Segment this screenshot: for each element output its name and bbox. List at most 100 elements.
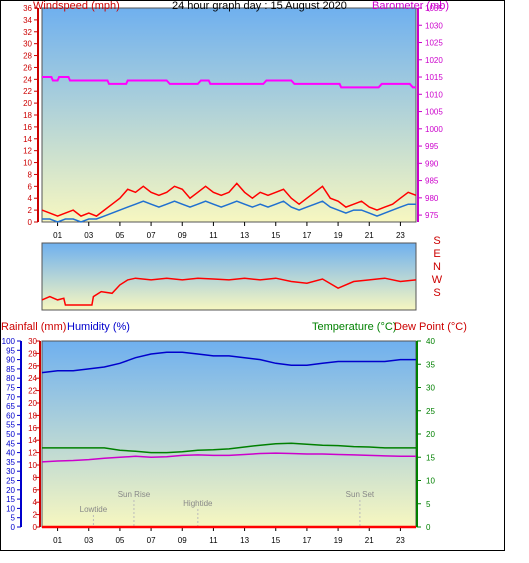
- hour-tick-label: 21: [365, 536, 374, 545]
- windspeed-tick-label: 12: [23, 147, 32, 156]
- temperature-tick-label: 20: [426, 430, 435, 439]
- rainfall-tick-label: 12: [28, 449, 37, 458]
- rainfall-tick-label: 20: [28, 399, 37, 408]
- annotation-label: Sun Set: [346, 490, 375, 499]
- rainfall-tick-label: 0: [33, 523, 38, 532]
- barometer-tick-label: 1020: [425, 56, 443, 65]
- temperature-tick-label: 5: [426, 500, 431, 509]
- humidity-tick-label: 60: [6, 411, 15, 420]
- barometer-tick-label: 985: [425, 177, 439, 186]
- humidity-tick-label: 100: [2, 337, 16, 346]
- hour-tick-label: 01: [53, 231, 62, 240]
- barometer-tick-label: 1010: [425, 90, 443, 99]
- hour-tick-label: 05: [115, 231, 124, 240]
- rainfall-tick-label: 4: [33, 498, 38, 507]
- humidity-tick-label: 85: [6, 365, 15, 374]
- hour-tick-label: 01: [53, 536, 62, 545]
- barometer-tick-label: 1025: [425, 39, 443, 48]
- windspeed-tick-label: 28: [23, 52, 32, 61]
- barometer-tick-label: 1030: [425, 21, 443, 30]
- rainfall-tick-label: 26: [28, 362, 37, 371]
- windspeed-tick-label: 20: [23, 99, 32, 108]
- hour-tick-label: 23: [396, 536, 405, 545]
- rainfall-axis-label: Rainfall (mm): [1, 321, 66, 333]
- direction-tick-label: S: [433, 287, 440, 299]
- humidity-tick-label: 25: [6, 477, 15, 486]
- hour-tick-label: 17: [302, 231, 311, 240]
- barometer-tick-label: 980: [425, 194, 439, 203]
- humidity-tick-label: 90: [6, 356, 15, 365]
- humidity-tick-label: 50: [6, 430, 15, 439]
- hour-tick-label: 19: [334, 536, 343, 545]
- barometer-tick-label: 990: [425, 159, 439, 168]
- hour-tick-label: 15: [271, 536, 280, 545]
- barometer-tick-label: 1005: [425, 108, 443, 117]
- windspeed-tick-label: 16: [23, 123, 32, 132]
- hour-tick-label: 11: [209, 231, 218, 240]
- hour-tick-label: 21: [365, 231, 374, 240]
- dewpoint-axis-label: Dew Point (°C): [394, 321, 467, 333]
- barometer-axis-label: Barometer (mb): [372, 0, 449, 12]
- windspeed-axis-label: Windspeed (mph): [33, 0, 120, 12]
- windspeed-tick-label: 14: [23, 135, 32, 144]
- rainfall-tick-label: 24: [28, 374, 37, 383]
- direction-tick-label: N: [433, 261, 441, 273]
- humidity-line: [41, 351, 416, 374]
- humidity-axis-label: Humidity (%): [67, 321, 130, 333]
- rainfall-tick-label: 8: [33, 473, 38, 482]
- humidity-tick-label: 35: [6, 458, 15, 467]
- temperature-axis-label: Temperature (°C): [312, 321, 396, 333]
- temperature-tick-label: 30: [426, 384, 435, 393]
- humidity-tick-label: 55: [6, 421, 15, 430]
- hour-tick-label: 07: [147, 231, 156, 240]
- windspeed-tick-label: 26: [23, 63, 32, 72]
- rainfall-tick-label: 10: [28, 461, 37, 470]
- humidity-tick-label: 0: [11, 523, 16, 532]
- temperature-line: [42, 442, 416, 454]
- hour-tick-label: 13: [240, 231, 249, 240]
- windspeed-tick-label: 34: [23, 16, 32, 25]
- humidity-tick-label: 10: [6, 504, 15, 513]
- rainfall-tick-label: 30: [28, 337, 37, 346]
- humidity-tick-label: 75: [6, 384, 15, 393]
- direction-plot-area: [41, 242, 417, 311]
- temperature-tick-label: 40: [426, 337, 435, 346]
- hour-tick-label: 03: [84, 231, 93, 240]
- average-wind-line: [42, 200, 416, 223]
- rainfall-tick-label: 22: [28, 387, 37, 396]
- hour-tick-label: 19: [334, 231, 343, 240]
- humidity-tick-label: 30: [6, 467, 15, 476]
- temperature-tick-label: 15: [426, 453, 435, 462]
- windspeed-tick-label: 32: [23, 28, 32, 37]
- rainfall-tick-label: 6: [33, 486, 38, 495]
- humidity-tick-label: 15: [6, 495, 15, 504]
- hour-tick-label: 17: [302, 536, 311, 545]
- windspeed-tick-label: 4: [28, 194, 33, 203]
- windspeed-tick-label: 6: [28, 182, 33, 191]
- hour-tick-label: 03: [84, 536, 93, 545]
- hour-tick-label: 23: [396, 231, 405, 240]
- temperature-tick-label: 25: [426, 407, 435, 416]
- humidity-tick-label: 40: [6, 449, 15, 458]
- barometer-tick-label: 975: [425, 211, 439, 220]
- windspeed-tick-label: 36: [23, 4, 32, 13]
- temperature-humidity-chart: Rainfall (mm) Humidity (%) Temperature (…: [1, 321, 467, 545]
- direction-tick-label: W: [432, 274, 443, 286]
- temperature-tick-label: 0: [426, 523, 431, 532]
- hour-tick-label: 09: [178, 536, 187, 545]
- rainfall-tick-label: 18: [28, 411, 37, 420]
- humidity-tick-label: 45: [6, 439, 15, 448]
- windspeed-tick-label: 18: [23, 111, 32, 120]
- gust-wind-line: [41, 182, 417, 217]
- windspeed-tick-label: 2: [28, 206, 33, 215]
- hour-tick-label: 09: [178, 231, 187, 240]
- humidity-tick-label: 80: [6, 374, 15, 383]
- wind-plot-area: [41, 7, 417, 223]
- hour-tick-label: 13: [240, 536, 249, 545]
- temperature-tick-label: 10: [426, 477, 435, 486]
- humidity-tick-label: 20: [6, 486, 15, 495]
- hour-tick-label: 15: [271, 231, 280, 240]
- barometer-line: [42, 76, 416, 89]
